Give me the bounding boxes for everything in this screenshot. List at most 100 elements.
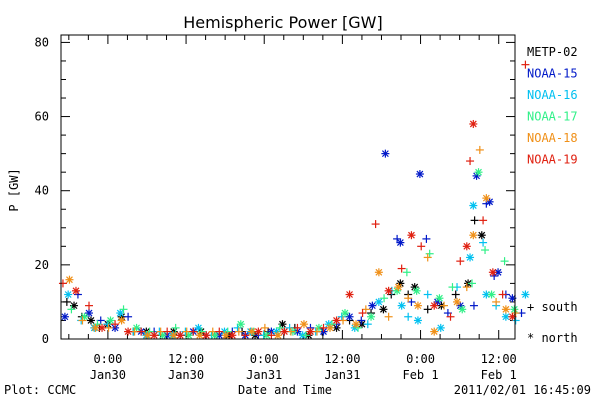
x-tick-label-time: 0:00 <box>406 352 435 366</box>
data-point <box>417 242 426 251</box>
x-tick-label-time: 0:00 <box>93 352 122 366</box>
data-point <box>137 327 146 336</box>
data-point <box>462 283 471 292</box>
data-point <box>223 327 232 336</box>
x-tick-label-time: 12:00 <box>481 352 517 366</box>
data-point <box>521 290 530 299</box>
data-point <box>396 238 405 247</box>
data-point <box>85 309 94 318</box>
data-point <box>236 320 245 329</box>
data-point <box>106 316 115 325</box>
data-point <box>78 316 87 325</box>
data-point <box>384 286 393 295</box>
data-point <box>86 316 95 325</box>
data-point <box>327 320 336 329</box>
data-point <box>145 327 154 336</box>
legend-north: * north <box>527 331 578 345</box>
data-point <box>423 290 432 299</box>
data-point <box>453 297 462 306</box>
data-point <box>394 283 403 292</box>
data-point <box>352 320 361 329</box>
y-tick-label: 60 <box>35 110 49 124</box>
data-point <box>306 327 315 336</box>
y-tick-label: 40 <box>35 184 49 198</box>
data-point <box>374 297 383 306</box>
data-point <box>430 327 439 336</box>
data-point <box>275 323 284 332</box>
x-tick-label-time: 12:00 <box>324 352 360 366</box>
data-point <box>299 320 308 329</box>
x-tick-label-date: Jan30 <box>168 368 204 382</box>
x-tick-label-date: Jan31 <box>324 368 360 382</box>
data-point <box>319 323 328 332</box>
data-point <box>254 327 263 336</box>
data-point <box>215 327 224 336</box>
legend-entry: NOAA-18 <box>527 131 578 145</box>
data-point <box>71 286 80 295</box>
data-point <box>415 170 424 179</box>
data-point <box>466 157 475 166</box>
data-point <box>466 253 475 262</box>
data-point <box>278 320 287 329</box>
data-point <box>423 253 432 262</box>
data-point <box>397 264 406 273</box>
data-point <box>448 283 457 292</box>
data-point <box>397 301 406 310</box>
data-point <box>488 268 497 277</box>
data-point <box>111 320 120 329</box>
data-point <box>469 201 478 210</box>
data-point <box>482 194 491 203</box>
data-point <box>363 320 372 329</box>
data-point <box>422 234 431 243</box>
data-point <box>143 331 152 340</box>
legend-entry: NOAA-17 <box>527 110 578 124</box>
x-tick-label-time: 0:00 <box>250 352 279 366</box>
data-point <box>469 231 478 240</box>
data-point <box>345 312 354 321</box>
data-point <box>241 331 250 340</box>
data-point <box>301 331 310 340</box>
data-point <box>332 316 341 325</box>
data-point <box>510 305 519 314</box>
data-point <box>501 305 510 314</box>
data-point <box>202 331 211 340</box>
data-point <box>446 312 455 321</box>
data-point <box>412 286 421 295</box>
legend-entry: METP-02 <box>527 45 578 59</box>
footer-plot-credit: Plot: CCMC <box>4 383 76 397</box>
series-legend: METP-02 NOAA-15 NOAA-16 NOAA-17 NOAA-18 NOAA-… <box>527 45 578 167</box>
data-point <box>381 149 390 158</box>
data-point <box>371 220 380 229</box>
data-point <box>73 290 82 299</box>
data-point <box>498 290 507 299</box>
data-point <box>228 331 237 340</box>
data-point <box>150 331 159 340</box>
data-point <box>477 231 486 240</box>
data-point <box>456 257 465 266</box>
data-point <box>430 301 439 310</box>
data-point <box>64 290 73 299</box>
data-point <box>158 331 167 340</box>
data-point <box>479 238 488 247</box>
data-point <box>58 279 67 288</box>
data-point <box>367 312 376 321</box>
data-point <box>184 331 193 340</box>
data-point <box>293 323 302 332</box>
data-point <box>354 323 363 332</box>
data-point <box>132 323 141 332</box>
data-point <box>436 323 445 332</box>
data-point <box>380 294 389 303</box>
data-point <box>384 312 393 321</box>
data-point <box>124 312 133 321</box>
legend-entry: NOAA-16 <box>527 88 578 102</box>
x-axis-ticks: 0:00 Jan30 12:00 Jan30 0:00 Jan31 12:00 Jan31 0:… <box>68 35 517 382</box>
data-point <box>98 323 107 332</box>
data-point <box>368 301 377 310</box>
y-tick-label: 80 <box>35 35 49 49</box>
data-point <box>197 327 206 336</box>
y-axis-ticks: 0 20 40 60 80 <box>35 35 515 346</box>
data-point <box>176 331 185 340</box>
data-point <box>117 316 126 325</box>
data-point <box>60 312 69 321</box>
